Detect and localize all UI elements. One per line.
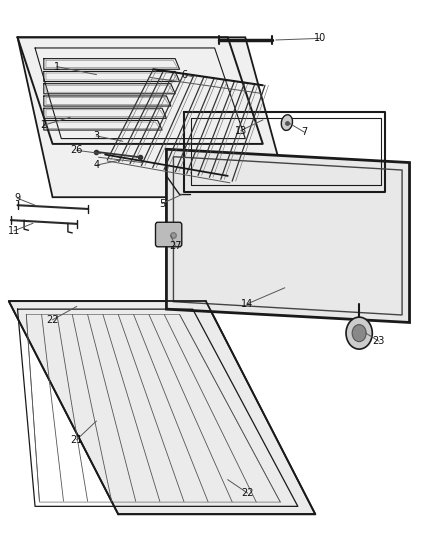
Circle shape bbox=[352, 325, 366, 342]
Text: 11: 11 bbox=[8, 226, 20, 236]
Text: 7: 7 bbox=[301, 127, 307, 137]
Text: 21: 21 bbox=[71, 435, 83, 445]
Polygon shape bbox=[166, 149, 410, 322]
Text: 6: 6 bbox=[181, 70, 187, 79]
Circle shape bbox=[346, 317, 372, 349]
Text: 27: 27 bbox=[169, 241, 181, 251]
Text: 13: 13 bbox=[235, 126, 247, 135]
Text: 22: 22 bbox=[46, 315, 59, 325]
Ellipse shape bbox=[281, 115, 293, 131]
Text: 2: 2 bbox=[41, 120, 47, 130]
Text: 26: 26 bbox=[71, 146, 83, 155]
Polygon shape bbox=[18, 37, 289, 197]
Text: 3: 3 bbox=[93, 131, 99, 141]
Text: 5: 5 bbox=[159, 199, 165, 208]
Text: 14: 14 bbox=[241, 299, 254, 309]
Text: 1: 1 bbox=[54, 62, 60, 71]
FancyBboxPatch shape bbox=[155, 222, 182, 247]
Text: 4: 4 bbox=[93, 160, 99, 170]
Text: 10: 10 bbox=[314, 34, 326, 43]
Text: 22: 22 bbox=[241, 488, 254, 498]
Text: 23: 23 bbox=[373, 336, 385, 346]
Polygon shape bbox=[9, 301, 315, 514]
Text: 9: 9 bbox=[14, 193, 21, 203]
